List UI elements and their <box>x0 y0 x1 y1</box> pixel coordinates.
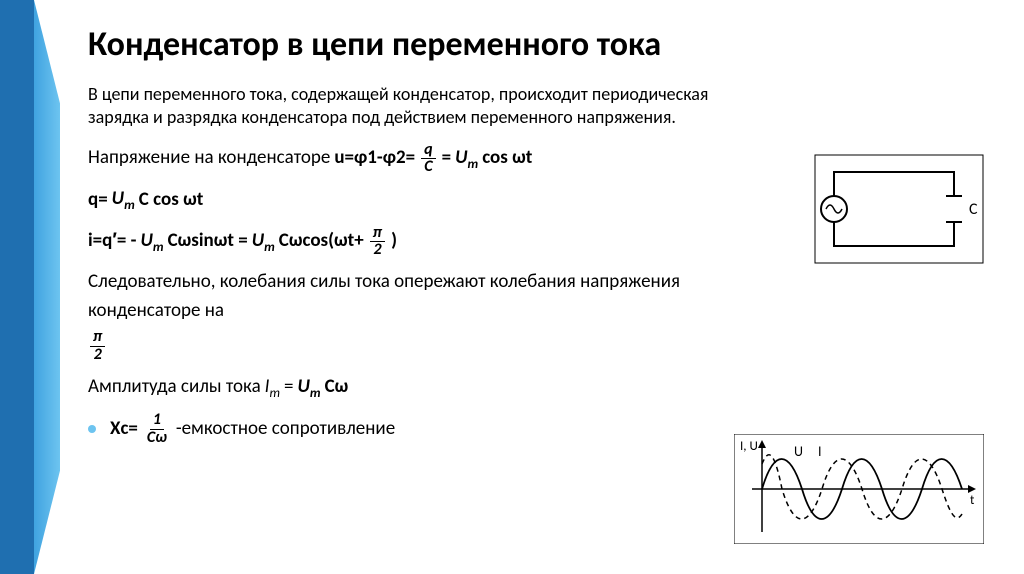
i-mid: Cωsinωt = <box>168 227 248 256</box>
therefore-line: Следовательно, колебания силы тока опере… <box>88 268 728 362</box>
Um-4: Um <box>252 227 275 257</box>
slide-title: Конденсатор в цепи переменного тока <box>88 24 994 65</box>
xc-tail: -емкостное сопротивление <box>176 415 395 444</box>
frac-1-over-Cw: 1 Cω <box>144 412 170 445</box>
graph-label-U: U <box>794 443 803 460</box>
frac-q-over-C: q C <box>421 142 436 175</box>
circuit-diagram: C <box>814 154 984 264</box>
amp-label: Амплитуда силы тока <box>88 373 261 402</box>
Um-2: Um <box>112 185 135 215</box>
graph-label-I: I <box>818 443 822 460</box>
amp-tail: Cω <box>325 373 349 402</box>
frac-pi-over-2: π 2 <box>370 225 385 258</box>
axis-y-label: I, U <box>740 439 758 454</box>
frac-pi-over-2-b: π 2 <box>90 329 105 362</box>
Im: Im <box>265 373 280 403</box>
Um-3: Um <box>140 227 163 257</box>
u-sym: u=φ1-φ2= <box>334 144 415 173</box>
i-paren: ) <box>391 227 397 256</box>
therefore-text: Следовательно, колебания силы тока опере… <box>88 268 728 325</box>
q-eq: q= <box>88 186 108 215</box>
u-label: Напряжение на конденсаторе <box>88 144 330 173</box>
Um: Um <box>455 144 478 174</box>
intro-paragraph: В цепи переменного тока, содержащей конд… <box>88 83 768 128</box>
amplitude-line: Амплитуда силы тока Im = Um Cω <box>88 373 994 403</box>
amp-eq: = <box>284 373 293 402</box>
i-tail1: Cωcos(ωt+ <box>279 227 364 256</box>
phase-graph: I, U U I t <box>734 434 984 544</box>
circuit-label-C: C <box>969 200 978 219</box>
axis-x-label: t <box>970 493 975 508</box>
xc: Xc= <box>110 415 138 444</box>
slide-content: Конденсатор в цепи переменного тока В це… <box>88 24 994 554</box>
decorative-left-bar <box>0 0 34 574</box>
Um-5: Um <box>297 373 320 403</box>
i-eq: i=q′= - <box>88 227 136 256</box>
u-eq: = <box>442 144 451 173</box>
q-tail: C cos ωt <box>139 186 204 215</box>
bullet-icon <box>88 425 96 433</box>
cos-wt: cos ωt <box>482 144 532 173</box>
